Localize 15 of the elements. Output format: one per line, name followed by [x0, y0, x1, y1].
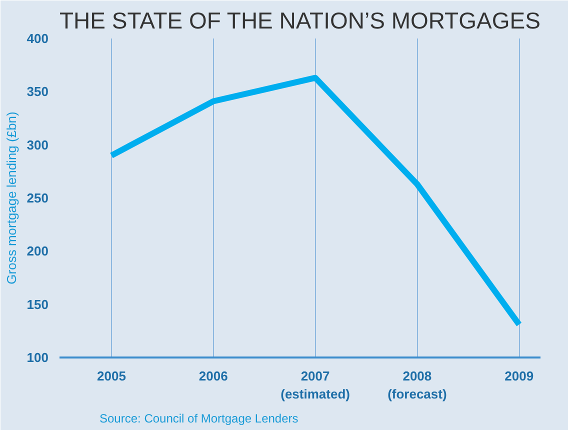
x-tick-label: 2005 — [97, 368, 126, 384]
chart-title: THE STATE OF THE NATION’S MORTGAGES — [60, 8, 540, 34]
y-tick-label: 150 — [26, 296, 49, 312]
x-tick-label: 2008 (forecast) — [388, 368, 447, 402]
y-tick-label: 250 — [26, 190, 49, 206]
x-tick-label: 2006 — [198, 368, 228, 384]
x-tick-label: 2007 (estimated) — [280, 368, 350, 402]
x-tick-label: 2009 — [504, 368, 534, 384]
y-tick-label: 350 — [26, 84, 49, 100]
y-tick-label: 400 — [26, 31, 49, 46]
y-tick-label: 100 — [26, 350, 49, 365]
source-note: Source: Council of Mortgage Lenders — [100, 412, 298, 426]
y-tick-label: 200 — [26, 244, 49, 259]
y-tick-label: 300 — [26, 137, 49, 152]
y-axis-title: Gross mortgage lending (£bn) — [4, 112, 19, 284]
